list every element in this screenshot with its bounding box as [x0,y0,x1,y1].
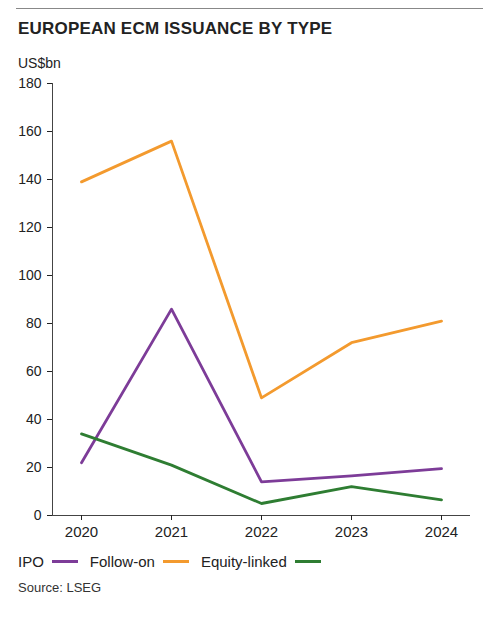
svg-text:0: 0 [34,507,42,523]
svg-text:180: 180 [18,75,42,91]
svg-text:80: 80 [26,315,42,331]
svg-text:2022: 2022 [245,523,278,540]
svg-text:2023: 2023 [335,523,368,540]
svg-text:20: 20 [26,459,42,475]
svg-text:120: 120 [18,219,42,235]
svg-text:2024: 2024 [425,523,458,540]
html-text:Follow-on: Follow-on [89,553,155,570]
html-text:IPO: IPO [18,553,44,570]
svg-text:140: 140 [18,171,42,187]
svg-text:160: 160 [18,123,42,139]
svg-text:60: 60 [26,363,42,379]
svg-text:2021: 2021 [155,523,188,540]
svg-text:100: 100 [18,267,42,283]
html-text:Source: LSEG: Source: LSEG [18,580,102,595]
html-text:Equity-linked: Equity-linked [200,553,287,570]
html-text:US$bn: US$bn [18,55,61,71]
svg-text:2020: 2020 [65,523,98,540]
svg-text:40: 40 [26,411,42,427]
html-text:EUROPEAN ECM ISSUANCE BY TYPE: EUROPEAN ECM ISSUANCE BY TYPE [18,19,333,38]
